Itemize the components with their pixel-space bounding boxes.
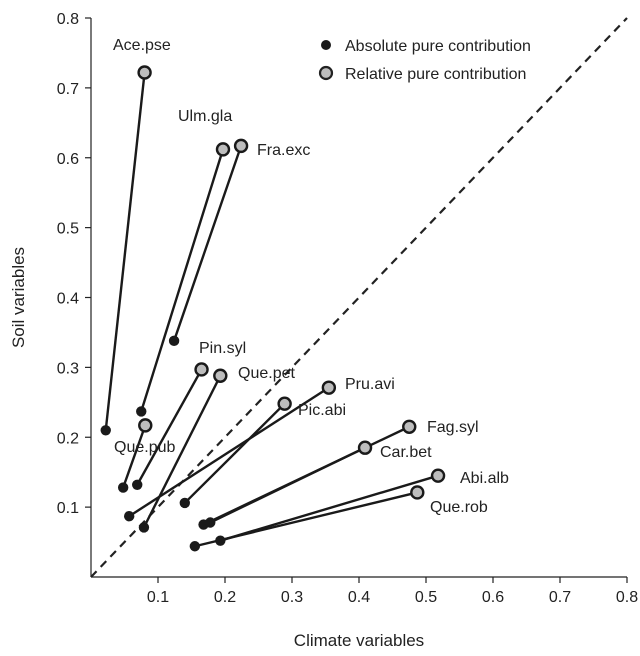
absolute-point-pru-avi xyxy=(123,511,135,522)
species-label-pin-syl: Pin.syl xyxy=(199,340,246,357)
species-label-car-bet: Car.bet xyxy=(380,444,432,461)
connector-car-bet xyxy=(209,446,366,524)
x-axis-title: Climate variables xyxy=(294,631,424,650)
species-label-pic-abi: Pic.abi xyxy=(298,402,346,419)
x-tick-label: 0.2 xyxy=(214,589,236,606)
plot-area xyxy=(90,17,628,578)
reference-diagonal-line xyxy=(90,17,628,578)
y-tick-label: 0.7 xyxy=(57,81,79,98)
legend-absolute-marker xyxy=(321,40,331,50)
relative-point-fra-exc xyxy=(233,138,249,154)
relative-point-ace-pse xyxy=(137,65,152,80)
species-label-que-pet: Que.pet xyxy=(238,365,295,382)
absolute-point-que-pub xyxy=(117,482,129,493)
x-tick-label: 0.1 xyxy=(147,589,169,606)
x-tick-label: 0.3 xyxy=(281,589,303,606)
connector-ace-pse xyxy=(104,72,146,431)
x-tick-label: 0.6 xyxy=(482,589,504,606)
legend-relative-marker xyxy=(318,65,334,81)
species-label-abi-alb: Abi.alb xyxy=(460,470,509,487)
connector-pin-syl xyxy=(136,368,203,486)
connector-que-pet xyxy=(142,375,222,528)
relative-point-car-bet xyxy=(357,440,373,455)
absolute-point-pin-syl xyxy=(132,479,143,490)
relative-point-que-pub xyxy=(138,418,153,433)
connector-abi-alb xyxy=(219,474,439,542)
absolute-point-que-pet xyxy=(138,522,150,533)
legend-relative-label: Relative pure contribution xyxy=(345,66,526,83)
connector-lines xyxy=(104,72,439,548)
absolute-point-car-bet xyxy=(205,517,216,528)
y-tick-label: 0.5 xyxy=(57,221,79,238)
species-label-fra-exc: Fra.exc xyxy=(257,142,310,159)
relative-point-pic-abi xyxy=(277,396,292,411)
species-labels: Ace.pse Ulm.gla Fra.exc Pin.syl Que.pet Que.p… xyxy=(113,37,509,516)
legend: Absolute pure contribution Relative pure… xyxy=(318,38,531,83)
connector-que-rob xyxy=(194,491,418,548)
connector-ulm-gla xyxy=(140,149,225,412)
species-label-ulm-gla: Ulm.gla xyxy=(178,108,232,125)
species-label-que-rob: Que.rob xyxy=(430,499,488,516)
relative-point-que-pet xyxy=(213,368,228,383)
connector-pic-abi xyxy=(183,402,286,504)
y-tick-label: 0.2 xyxy=(57,430,79,447)
x-tick-label: 0.8 xyxy=(616,589,638,606)
y-tick-label: 0.3 xyxy=(57,360,79,377)
connector-que-pub xyxy=(122,424,147,488)
connector-fra-exc xyxy=(172,145,243,342)
species-label-pru-avi: Pru.avi xyxy=(345,376,395,393)
species-label-que-pub: Que.pub xyxy=(114,439,175,456)
absolute-point-que-rob xyxy=(189,541,201,552)
y-tick-label: 0.4 xyxy=(57,291,79,308)
y-tick-label: 0.1 xyxy=(57,500,79,517)
relative-point-pru-avi xyxy=(321,380,337,395)
absolute-point-fra-exc xyxy=(168,335,180,347)
absolute-point-pic-abi xyxy=(179,497,190,509)
absolute-point-ulm-gla xyxy=(136,406,147,417)
x-ticks: 0.1 0.2 0.3 0.4 0.5 0.6 0.7 0.8 xyxy=(147,577,638,606)
y-tick-label: 0.6 xyxy=(57,151,79,168)
y-axis-title: Soil variables xyxy=(9,247,28,348)
absolute-point-ace-pse xyxy=(100,425,111,436)
x-tick-label: 0.5 xyxy=(415,589,437,606)
species-label-fag-syl: Fag.syl xyxy=(427,419,479,436)
y-ticks: 0.1 0.2 0.3 0.4 0.5 0.6 0.7 0.8 xyxy=(57,11,91,517)
absolute-point-abi-alb xyxy=(215,535,226,546)
species-label-ace-pse: Ace.pse xyxy=(113,37,171,54)
data-points xyxy=(100,65,446,552)
y-tick-label: 0.8 xyxy=(57,11,79,28)
x-tick-label: 0.4 xyxy=(348,589,370,606)
relative-point-abi-alb xyxy=(430,468,446,483)
connector-pru-avi xyxy=(128,386,330,518)
relative-point-ulm-gla xyxy=(215,142,231,157)
relative-point-pin-syl xyxy=(194,362,209,377)
x-tick-label: 0.7 xyxy=(549,589,571,606)
relative-point-que-rob xyxy=(410,485,425,500)
relative-point-fag-syl xyxy=(402,419,417,434)
legend-absolute-label: Absolute pure contribution xyxy=(345,38,531,55)
